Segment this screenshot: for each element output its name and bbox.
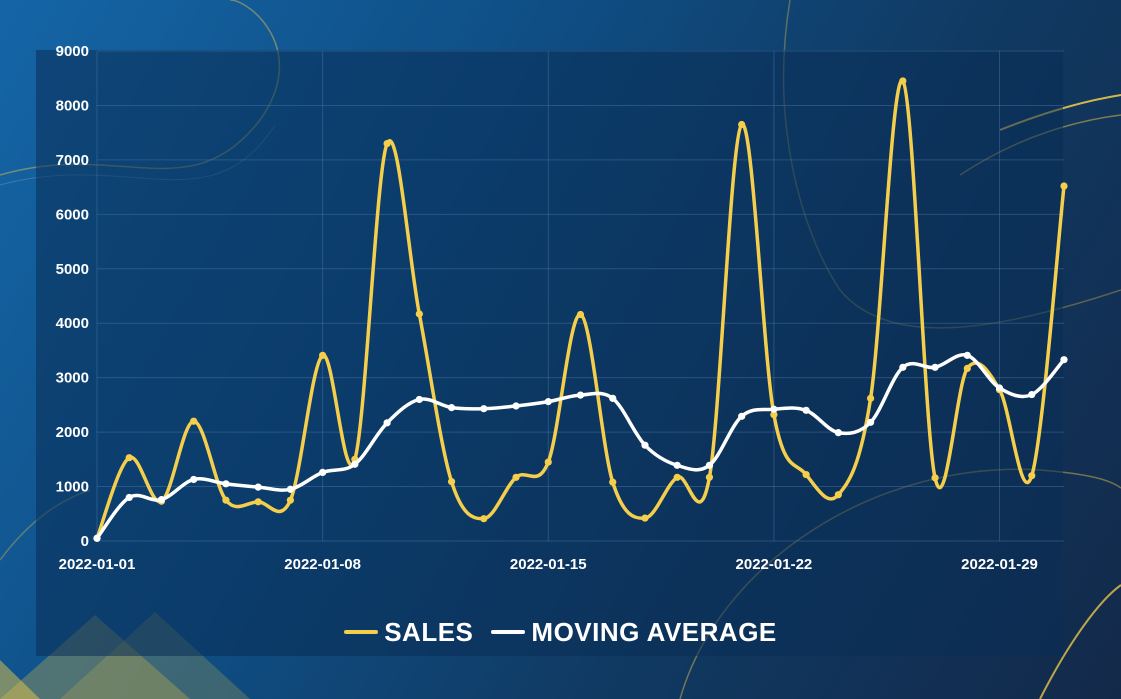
y-tick-label: 6000 xyxy=(56,206,89,223)
y-tick-label: 8000 xyxy=(56,97,89,114)
y-tick-label: 9000 xyxy=(56,43,89,60)
moving-average-point[interactable] xyxy=(544,398,552,406)
legend: SALES MOVING AVERAGE xyxy=(0,612,1121,652)
moving-average-point[interactable] xyxy=(415,395,423,404)
sales-point[interactable] xyxy=(1028,472,1036,480)
moving-average-point[interactable] xyxy=(93,534,101,542)
sales-point[interactable] xyxy=(931,474,939,482)
moving-average-point[interactable] xyxy=(609,394,617,402)
sales-point[interactable] xyxy=(383,139,391,148)
y-tick-label: 7000 xyxy=(56,152,89,169)
moving-average-point[interactable] xyxy=(995,384,1004,392)
moving-average-point[interactable] xyxy=(1028,390,1036,399)
sales-point[interactable] xyxy=(480,515,488,523)
x-tick-label: 2022-01-29 xyxy=(961,556,1038,573)
sales-point[interactable] xyxy=(899,77,907,85)
sales-point[interactable] xyxy=(286,496,294,504)
x-tick-label: 2022-01-08 xyxy=(284,556,361,573)
sales-point[interactable] xyxy=(1060,182,1068,190)
moving-average-point[interactable] xyxy=(899,363,907,371)
moving-average-point[interactable] xyxy=(1060,356,1068,364)
sales-point[interactable] xyxy=(254,498,262,506)
sales-point[interactable] xyxy=(190,417,198,425)
moving-average-point[interactable] xyxy=(157,496,166,504)
y-tick-label: 0 xyxy=(81,533,89,550)
moving-average-point[interactable] xyxy=(190,475,198,484)
moving-average-point[interactable] xyxy=(512,402,520,410)
sales-point[interactable] xyxy=(447,478,456,486)
moving-average-point[interactable] xyxy=(576,391,585,399)
x-tick-label: 2022-01-15 xyxy=(510,556,587,573)
sales-point[interactable] xyxy=(576,310,585,319)
moving-average-point[interactable] xyxy=(867,418,875,426)
sales-point[interactable] xyxy=(770,411,778,419)
moving-average-point[interactable] xyxy=(770,405,778,413)
moving-average-point[interactable] xyxy=(351,460,359,468)
sales-point[interactable] xyxy=(867,394,875,402)
moving-average-point[interactable] xyxy=(931,363,939,371)
sales-point[interactable] xyxy=(802,470,810,479)
moving-average-point[interactable] xyxy=(673,461,681,469)
legend-label-moving-average: MOVING AVERAGE xyxy=(531,616,777,647)
moving-average-point[interactable] xyxy=(641,441,649,449)
y-axis-ticks: 0 1000 2000 3000 4000 5000 6000 7000 8000 9000 xyxy=(56,43,89,550)
moving-average-point[interactable] xyxy=(738,412,746,420)
x-tick-label: 2022-01-22 xyxy=(736,556,813,573)
moving-average-point[interactable] xyxy=(222,480,230,488)
sales-point[interactable] xyxy=(738,120,746,129)
sales-point[interactable] xyxy=(512,473,520,481)
moving-average-swatch xyxy=(491,630,526,634)
y-tick-label: 4000 xyxy=(56,315,89,332)
moving-average-point[interactable] xyxy=(254,483,262,491)
moving-average-point[interactable] xyxy=(705,461,714,469)
moving-average-point[interactable] xyxy=(125,493,133,502)
moving-average-point[interactable] xyxy=(802,406,810,414)
moving-average-point[interactable] xyxy=(383,419,391,427)
series-layer xyxy=(93,77,1068,542)
moving-average-point[interactable] xyxy=(480,405,488,413)
sales-point[interactable] xyxy=(125,454,133,462)
legend-entry-sales[interactable]: SALES xyxy=(344,617,473,648)
sales-point[interactable] xyxy=(641,514,649,522)
x-tick-label: 2022-01-01 xyxy=(59,556,136,573)
y-tick-label: 2000 xyxy=(56,424,89,441)
sales-point[interactable] xyxy=(673,473,681,481)
sales-point[interactable] xyxy=(544,458,552,466)
moving-average-point[interactable] xyxy=(963,351,971,359)
x-axis-ticks: 2022-01-01 2022-01-08 2022-01-15 2022-01-22… xyxy=(59,556,1038,573)
moving-average-point[interactable] xyxy=(834,429,842,437)
legend-label-sales: SALES xyxy=(384,616,474,647)
sales-point[interactable] xyxy=(319,351,327,359)
sales-point[interactable] xyxy=(705,473,714,481)
moving-average-point[interactable] xyxy=(447,404,456,412)
legend-entry-moving-average[interactable]: MOVING AVERAGE xyxy=(491,617,776,648)
moving-average-point[interactable] xyxy=(286,485,294,493)
sales-point[interactable] xyxy=(222,496,230,504)
sales-point[interactable] xyxy=(963,364,971,373)
sales-swatch xyxy=(344,630,379,634)
sales-point[interactable] xyxy=(415,310,423,318)
sales-point[interactable] xyxy=(834,491,842,499)
y-tick-label: 1000 xyxy=(56,479,89,496)
sales-point[interactable] xyxy=(609,478,617,486)
grid-lines xyxy=(96,50,1064,542)
y-tick-label: 5000 xyxy=(56,261,89,278)
y-tick-label: 3000 xyxy=(56,370,89,387)
moving-average-point[interactable] xyxy=(319,468,327,476)
